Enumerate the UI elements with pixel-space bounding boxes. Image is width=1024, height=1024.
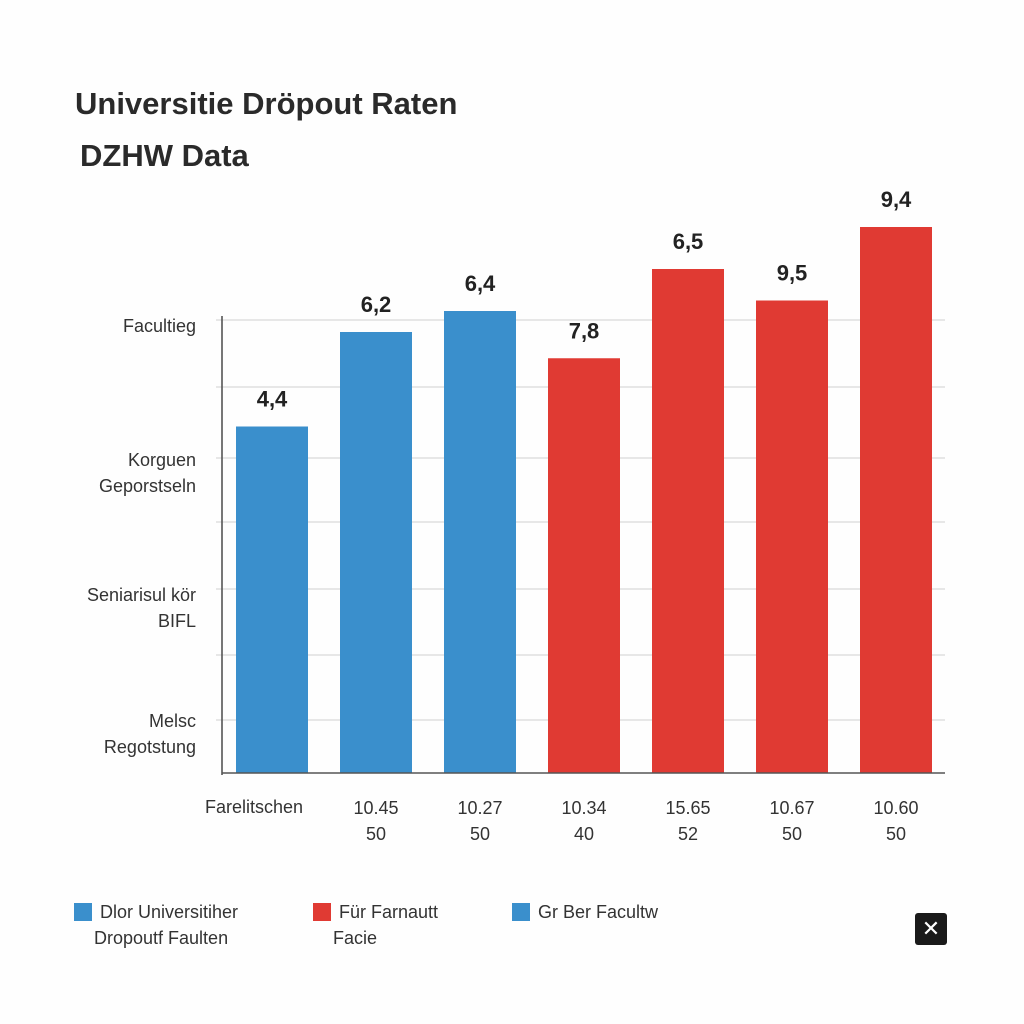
legend-label: Dropoutf Faulten <box>94 928 229 948</box>
bar-value-label: 6,4 <box>465 271 496 296</box>
x-tick-label-line: 10.34 <box>561 798 607 818</box>
bar-value-label: 7,8 <box>569 318 600 343</box>
x-tick-label-line: 10.27 <box>457 798 503 818</box>
legend-label: Facie <box>333 928 378 948</box>
x-tick-label-line: 10.45 <box>353 798 399 818</box>
x-tick-label: 10.45 50 <box>321 795 431 847</box>
legend-item: Gr Ber Facultw <box>512 899 658 925</box>
y-axis-label-line: BIFL <box>157 611 196 631</box>
legend-item: Dlor Universitiher Dropoutf Faulten <box>74 899 238 951</box>
x-tick-label-line: 50 <box>781 824 803 844</box>
y-axis-label: Melsc Regotstung <box>0 708 196 760</box>
x-axis-first-label: Farelitschen <box>205 797 304 817</box>
bar-value-label: 6,2 <box>361 292 392 317</box>
x-tick-label-line: 52 <box>677 824 699 844</box>
legend-label: Gr Ber Facultw <box>538 902 659 922</box>
close-button[interactable]: ✕ <box>915 913 947 945</box>
bar <box>860 227 932 773</box>
bar <box>444 311 516 773</box>
x-tick-label-line: 50 <box>469 824 491 844</box>
bar-value-label: 9,4 <box>881 187 912 212</box>
legend-item: Für Farnautt Facie <box>313 899 438 951</box>
bar <box>340 332 412 773</box>
y-axis-label-line: Seniarisul kör <box>86 585 196 605</box>
legend-swatch <box>74 903 92 921</box>
x-tick-label: 10.60 50 <box>841 795 951 847</box>
x-tick-label-line: 10.67 <box>769 798 815 818</box>
x-tick-label-line: 40 <box>573 824 595 844</box>
bar <box>236 426 308 773</box>
x-tick-label-line: 50 <box>885 824 907 844</box>
x-tick-label-line: 15.65 <box>665 798 711 818</box>
legend-swatch <box>512 903 530 921</box>
legend-swatch <box>313 903 331 921</box>
y-axis-label: Facultieg <box>0 313 196 339</box>
bar-value-label: 9,5 <box>777 261 808 286</box>
y-axis-label-line: Regotstung <box>103 737 196 757</box>
y-axis-label: Seniarisul kör BIFL <box>0 582 196 634</box>
y-axis-label: Korguen Geporstseln <box>0 447 196 499</box>
bar <box>756 300 828 773</box>
bar <box>652 269 724 773</box>
bar-value-label: 6,5 <box>673 229 704 254</box>
y-axis-label-line: Korguen <box>127 450 196 470</box>
chart-title: Universitie Dröpout Raten <box>75 86 458 121</box>
x-tick-label-line: 50 <box>365 824 387 844</box>
bar-value-label: 4,4 <box>257 387 288 412</box>
x-tick-label: 10.67 50 <box>737 795 847 847</box>
y-axis-label-line: Facultieg <box>122 316 196 336</box>
y-axis-label-line: Melsc <box>148 711 196 731</box>
chart-subtitle: DZHW Data <box>80 138 249 173</box>
x-tick-label-line: 10.60 <box>873 798 919 818</box>
bar <box>548 358 620 773</box>
legend-label: Für Farnautt <box>339 902 439 922</box>
x-tick-label: 10.27 50 <box>425 795 535 847</box>
x-tick-label: 15.65 52 <box>633 795 743 847</box>
legend-label: Dlor Universitiher <box>100 902 239 922</box>
x-tick-label: 10.34 40 <box>529 795 639 847</box>
y-axis-label-line: Geporstseln <box>98 476 196 496</box>
